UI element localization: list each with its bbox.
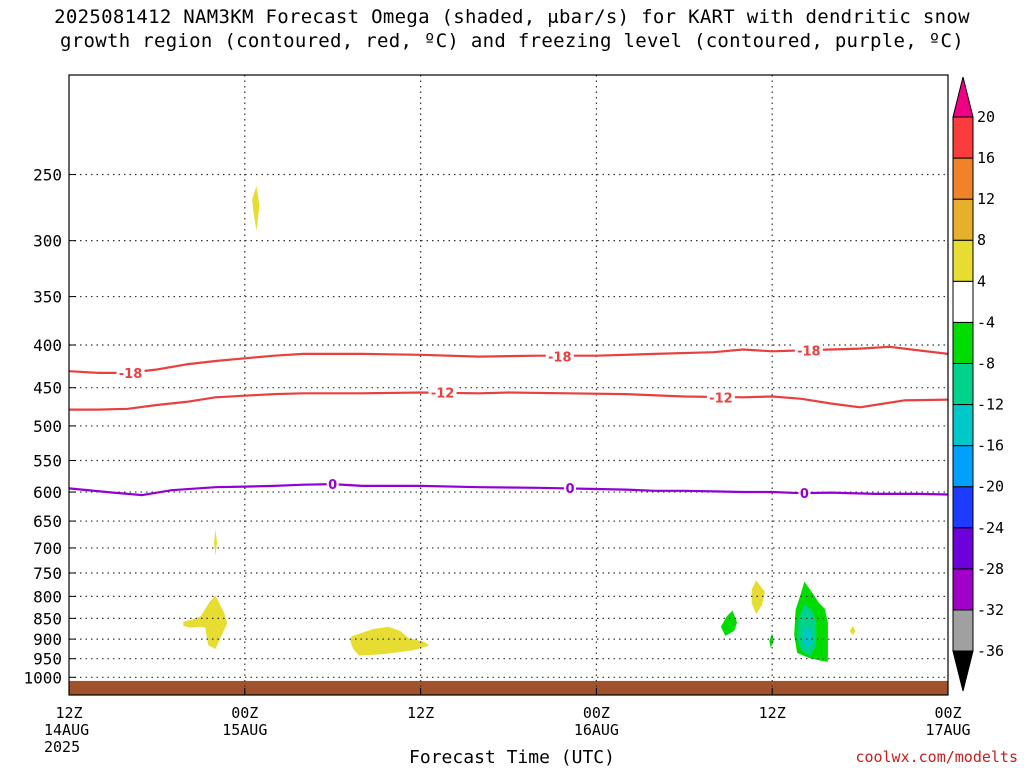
colorbar-low-arrow — [952, 650, 974, 692]
x-tick-label: 12Z — [407, 704, 434, 722]
y-tick-label: 850 — [33, 609, 62, 628]
contour-label-bg — [545, 349, 574, 364]
chart-title-line-2: growth region (contoured, red, ºC) and f… — [60, 30, 964, 52]
contour-label-bg — [326, 477, 339, 492]
colorbar-segment — [952, 198, 974, 241]
y-tick-label: 300 — [33, 232, 62, 251]
colorbar-high-arrow — [952, 76, 974, 118]
colorbar-tick-label: -12 — [977, 396, 1004, 414]
y-tick-label: 500 — [33, 417, 62, 436]
omega-shaded-region — [252, 186, 260, 231]
y-tick-label: 650 — [33, 512, 62, 531]
y-tick-label: 400 — [33, 336, 62, 355]
omega-shaded-region — [751, 580, 765, 615]
y-tick-label: 250 — [33, 166, 62, 185]
colorbar-tick-label: -8 — [977, 354, 995, 372]
contour-line-minus12 — [69, 391, 949, 411]
contour-label-bg — [116, 365, 145, 380]
colorbar-tick-label: 16 — [977, 149, 995, 167]
y-tick-label: 550 — [33, 451, 62, 470]
contour-line-0 — [68, 483, 949, 497]
omega-shaded-region — [350, 626, 430, 656]
colorbar-segment — [952, 609, 974, 652]
colorbar-tick-label: -28 — [977, 560, 1004, 578]
omega-shaded-region — [214, 529, 217, 556]
plot-frame — [68, 74, 949, 696]
x-tick-label: 12Z — [759, 704, 786, 722]
contour-label-bg — [794, 343, 823, 358]
contour-label: -12 — [709, 391, 733, 406]
y-tick-label: 750 — [33, 564, 62, 583]
omega-shaded-region — [183, 595, 228, 649]
y-tick-label: 450 — [33, 379, 62, 398]
omega-shaded-region — [803, 626, 812, 649]
x-tick-label: 14AUG — [44, 721, 89, 739]
contour-label-bg — [564, 480, 577, 495]
surface-ground — [69, 680, 948, 695]
colorbar-tick-label: 20 — [977, 108, 995, 126]
x-tick-label: 00Z — [231, 704, 258, 722]
omega-shaded-region — [849, 626, 856, 635]
colorbar-segment — [952, 157, 974, 200]
x-tick-label: 12Z — [55, 704, 82, 722]
colorbar-tick-label: -16 — [977, 437, 1004, 455]
contour-label: -12 — [431, 387, 455, 402]
contour-label: -18 — [548, 351, 572, 366]
source-credit: coolwx.com/modelts — [855, 748, 1018, 766]
colorbar-segment — [952, 239, 974, 282]
x-tick-label: 00Z — [934, 704, 961, 722]
colorbar-segment — [952, 280, 974, 323]
contour-label: -18 — [119, 367, 143, 382]
colorbar-tick-label: -32 — [977, 601, 1004, 619]
y-tick-label: 900 — [33, 630, 62, 649]
contour-label: 0 — [328, 478, 337, 493]
colorbar-tick-label: -24 — [977, 519, 1004, 537]
x-tick-label: 00Z — [583, 704, 610, 722]
y-tick-label: 600 — [33, 483, 62, 502]
chart-title-line-1: 2025081412 NAM3KM Forecast Omega (shaded… — [54, 6, 970, 28]
colorbar-tick-label: 12 — [977, 190, 995, 208]
colorbar-segment — [952, 362, 974, 406]
colorbar-tick-label: 8 — [977, 231, 986, 249]
omega-shaded-region — [720, 610, 737, 636]
x-tick-label: 17AUG — [925, 721, 970, 739]
x-axis-label: Forecast Time (UTC) — [409, 747, 615, 768]
y-tick-label: 1000 — [23, 668, 62, 687]
colorbar-segment — [952, 527, 974, 570]
contour-label-bg — [706, 390, 735, 405]
omega-shaded-region — [769, 633, 774, 648]
colorbar-segment — [952, 568, 974, 611]
colorbar-tick-label: -36 — [977, 642, 1004, 660]
x-tick-label: 2025 — [44, 738, 80, 756]
colorbar-segment — [952, 445, 974, 488]
y-tick-label: 350 — [33, 288, 62, 307]
colorbar-tick-label: -20 — [977, 478, 1004, 496]
contour-label-bg — [428, 385, 457, 400]
colorbar-segment — [952, 404, 974, 447]
x-tick-label: 15AUG — [222, 721, 267, 739]
y-tick-label: 700 — [33, 539, 62, 558]
contour-line-minus18 — [68, 345, 949, 374]
contour-label: 0 — [566, 482, 575, 497]
colorbar-tick-label: 4 — [977, 272, 986, 290]
contour-label: 0 — [800, 487, 809, 502]
colorbar-segment — [952, 116, 974, 159]
y-tick-label: 800 — [33, 587, 62, 606]
colorbar-tick-label: -4 — [977, 313, 995, 331]
colorbar-segment — [952, 486, 974, 529]
y-tick-label: 950 — [33, 650, 62, 669]
contour-label-bg — [798, 486, 811, 501]
contour-label: -18 — [797, 344, 821, 359]
x-tick-label: 16AUG — [574, 721, 619, 739]
colorbar-segment — [952, 321, 974, 364]
